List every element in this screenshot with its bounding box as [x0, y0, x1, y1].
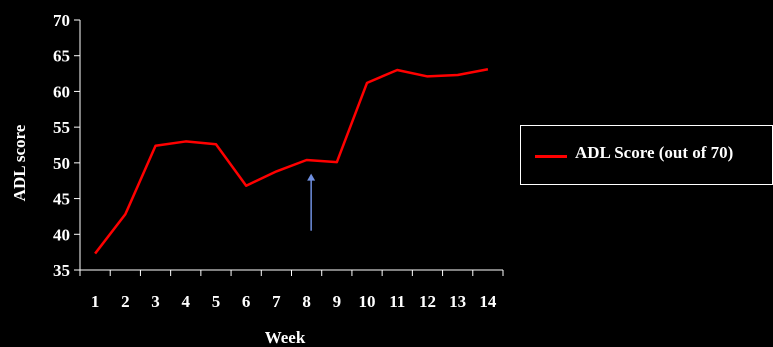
y-tick-label: 50: [53, 154, 70, 173]
series-line: [94, 68, 489, 255]
annotation-arrow-head: [307, 173, 316, 181]
x-axis-title: Week: [265, 328, 306, 347]
series-layer: [94, 68, 489, 255]
x-tick-label: 3: [151, 292, 160, 311]
x-axis: 1 2 3 4 5 6 7 8 9 10 11 12 13 14: [79, 269, 504, 311]
x-tick-label: 12: [419, 292, 436, 311]
x-tick-label: 6: [242, 292, 251, 311]
chart-legend: ADL Score (out of 70): [520, 125, 773, 185]
y-tick-label: 65: [53, 47, 70, 66]
legend-swatch: [535, 155, 567, 158]
x-tick-label: 4: [182, 292, 191, 311]
x-tick-label: 10: [359, 292, 376, 311]
y-tick-label: 60: [53, 82, 70, 101]
legend-label: ADL Score (out of 70): [575, 143, 734, 162]
y-tick-label: 35: [53, 261, 70, 280]
y-tick-label: 55: [53, 118, 70, 137]
x-tick-label: 1: [91, 292, 100, 311]
x-tick-label: 9: [333, 292, 342, 311]
annotation-layer: [307, 173, 316, 231]
x-tick-label: 14: [479, 292, 497, 311]
x-tick-label: 8: [302, 292, 311, 311]
y-tick-label: 70: [53, 11, 70, 30]
x-tick-label: 7: [272, 292, 281, 311]
x-tick-label: 2: [121, 292, 130, 311]
y-axis-title: ADL score: [10, 124, 29, 201]
x-tick-label: 11: [389, 292, 405, 311]
y-tick-label: 40: [53, 225, 70, 244]
y-tick-label: 45: [53, 190, 70, 209]
x-tick-label: 13: [449, 292, 466, 311]
y-axis: 35 40 45 50 55 60 65 70: [53, 11, 81, 280]
x-tick-label: 5: [212, 292, 221, 311]
